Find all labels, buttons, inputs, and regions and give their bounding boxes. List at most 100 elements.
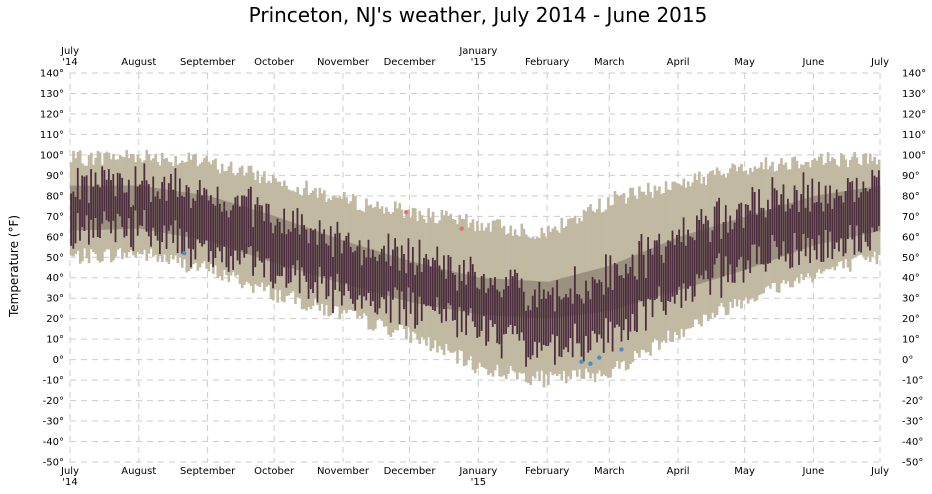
actual-bar	[418, 239, 421, 297]
actual-bar	[622, 278, 625, 331]
actual-bar	[265, 203, 268, 259]
actual-bar	[198, 180, 201, 244]
normal-bar	[553, 280, 557, 318]
actual-bar	[276, 218, 279, 276]
x-tick-label-top: August	[121, 57, 156, 68]
actual-bar	[263, 221, 266, 278]
normal-bar	[578, 273, 581, 315]
actual-bar	[303, 225, 306, 276]
actual-bar	[720, 238, 723, 298]
actual-bar	[849, 182, 851, 225]
x-tick-label-bottom: July	[60, 466, 79, 477]
y-tick-label-right: 80°	[902, 191, 920, 202]
actual-bar	[771, 177, 774, 236]
x-tick-label-top: July	[870, 57, 889, 68]
x-tick-label-bottom: October	[254, 466, 295, 477]
record-points	[182, 210, 624, 366]
actual-bar	[414, 274, 416, 329]
y-tick-label-right: 0°	[902, 355, 913, 366]
y-tick-label-left: 90°	[46, 171, 64, 182]
actual-bar	[733, 222, 736, 283]
actual-bar	[125, 192, 128, 236]
actual-bar	[389, 265, 392, 323]
actual-bar	[194, 200, 197, 260]
actual-bar	[802, 172, 805, 234]
actual-bar	[516, 272, 519, 335]
x-tick-label-top: June	[802, 57, 825, 68]
actual-bar	[183, 196, 186, 252]
actual-bar	[640, 233, 643, 302]
actual-bar	[436, 246, 439, 298]
actual-bar	[396, 246, 399, 290]
x-tick-label-bottom: August	[121, 466, 156, 477]
actual-bar	[749, 210, 752, 274]
actual-bar	[804, 207, 807, 257]
y-tick-label-right: 10°	[902, 335, 920, 346]
actual-bar	[234, 197, 237, 251]
actual-bar	[301, 214, 303, 268]
actual-bar	[567, 297, 570, 353]
actual-bar	[678, 229, 681, 287]
y-tick-label-right: 70°	[902, 212, 920, 223]
actual-bar	[716, 201, 718, 259]
actual-bar	[347, 232, 350, 291]
actual-bar	[846, 178, 849, 240]
actual-bar	[245, 196, 248, 254]
actual-bar	[680, 242, 683, 308]
actual-bar	[467, 271, 470, 316]
actual-bar	[236, 195, 239, 261]
actual-bar	[860, 192, 863, 253]
actual-bar	[336, 221, 339, 274]
actual-bar	[687, 229, 689, 289]
normal-bar	[562, 277, 566, 317]
actual-bar	[130, 207, 132, 248]
y-tick-label-right: -50°	[902, 458, 923, 469]
actual-bar	[671, 230, 674, 297]
actual-bar	[727, 232, 729, 283]
actual-bar	[627, 273, 630, 340]
actual-bar	[449, 256, 452, 306]
actual-bar	[571, 303, 574, 358]
actual-bar	[74, 196, 77, 244]
actual-bar	[314, 228, 317, 283]
actual-bar	[119, 173, 121, 217]
actual-bar	[411, 246, 414, 293]
actual-bar	[667, 240, 669, 301]
y-tick-label-right: -40°	[902, 437, 923, 448]
actual-bar	[496, 289, 499, 344]
actual-bar	[354, 250, 357, 311]
y-tick-label-left: 0°	[53, 355, 64, 366]
x-tick-label-bottom: June	[802, 466, 825, 477]
actual-bar	[507, 286, 510, 328]
actual-bar	[281, 233, 283, 277]
actual-bar	[150, 201, 152, 247]
actual-bar	[780, 194, 783, 256]
y-tick-label-left: 40°	[46, 273, 64, 284]
y-tick-label-right: -30°	[902, 417, 923, 428]
actual-bar	[653, 240, 656, 301]
actual-bar	[110, 180, 112, 234]
actual-bar	[132, 205, 135, 252]
actual-bar	[835, 189, 838, 243]
actual-bar	[775, 190, 778, 247]
normal-bar	[571, 275, 575, 316]
record-high-point	[404, 210, 409, 215]
normal-bar	[602, 267, 606, 312]
actual-bar	[167, 183, 170, 231]
actual-bar	[826, 203, 829, 258]
actual-bar	[392, 249, 394, 300]
actual-bar	[158, 198, 161, 255]
actual-bar	[114, 196, 117, 243]
actual-bar	[385, 261, 388, 314]
actual-bar	[866, 191, 869, 247]
y-tick-label-left: 120°	[40, 109, 64, 120]
actual-bar	[474, 271, 476, 327]
actual-bar	[644, 278, 647, 331]
actual-bar	[285, 234, 288, 288]
actual-bar	[485, 292, 487, 346]
normal-bar	[529, 280, 532, 318]
actual-bar	[103, 170, 106, 212]
actual-bar	[458, 264, 461, 307]
actual-bar	[107, 169, 110, 222]
